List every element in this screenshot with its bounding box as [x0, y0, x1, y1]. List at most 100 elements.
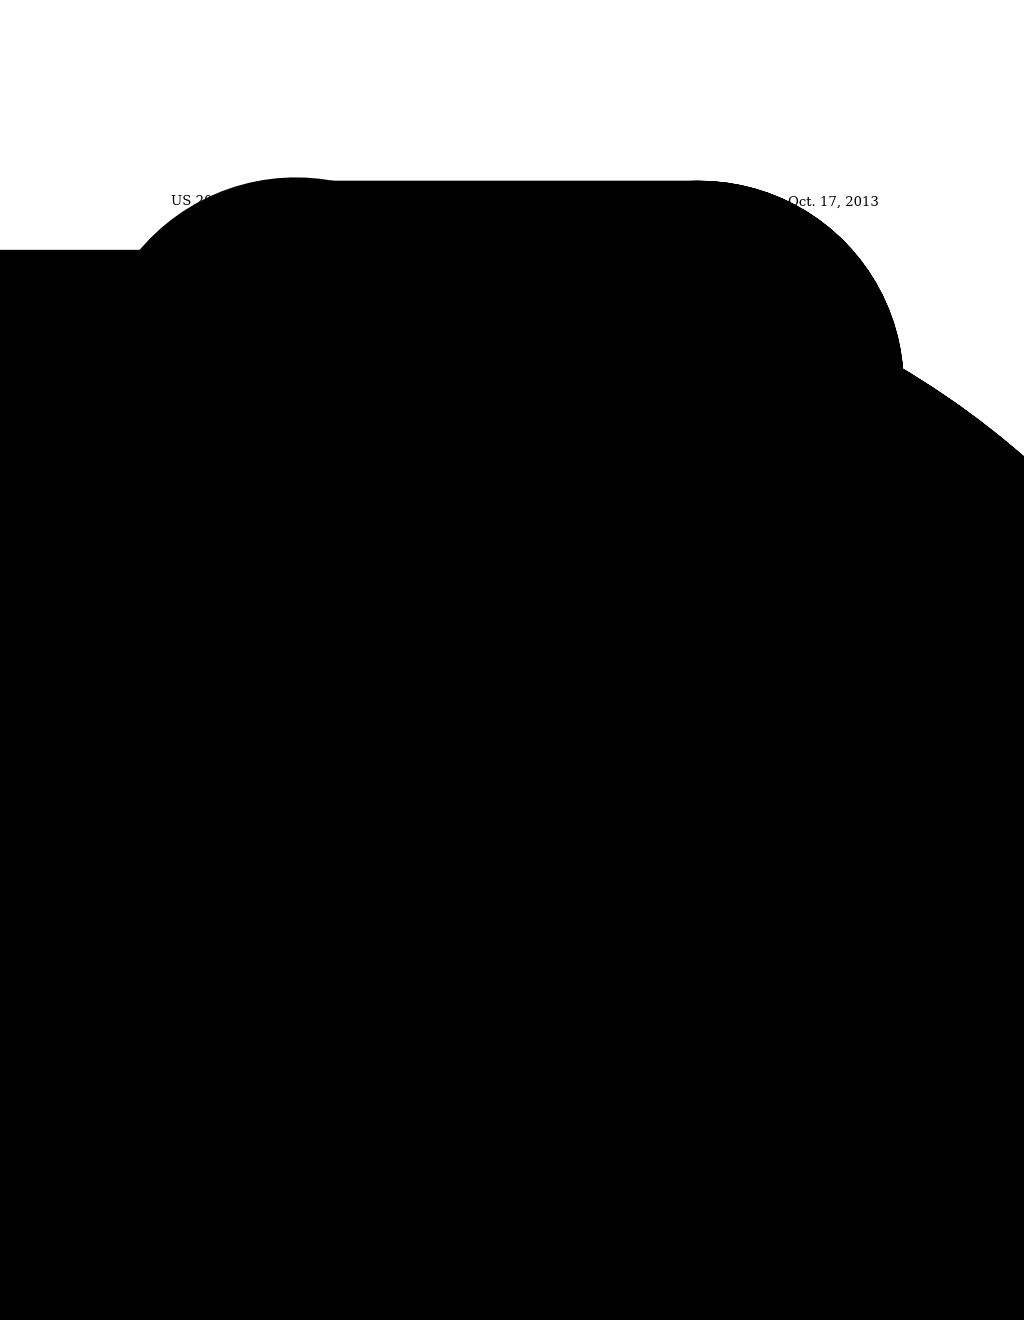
Text: O: O: [418, 515, 427, 524]
Text: O: O: [290, 1077, 298, 1086]
Text: rahydroisoquinolin-4-yl)benzenesulfonamide): rahydroisoquinolin-4-yl)benzenesulfonami…: [174, 838, 436, 849]
Text: O: O: [659, 733, 668, 742]
Text: N: N: [669, 767, 678, 776]
Text: H: H: [586, 539, 595, 548]
Text: yl)benzenesulfonamide): yl)benzenesulfonamide): [648, 900, 785, 911]
Text: rahydroisoquinolin-4-yl)benzenesulfonamide    (Compound: rahydroisoquinolin-4-yl)benzenesulfonami…: [171, 895, 510, 906]
Text: 4H), 3.11 (s, 6H), 3.07 (t, 4H). MS (m/z): 1253.04 [M+H]⁺.: 4H), 3.11 (s, 6H), 3.07 (t, 4H). MS (m/z…: [521, 838, 861, 847]
Text: Cl: Cl: [558, 1078, 569, 1088]
Text: O: O: [315, 462, 325, 471]
Text: CH₃: CH₃: [185, 391, 205, 399]
Text: H: H: [328, 511, 336, 520]
Text: H: H: [506, 515, 514, 523]
Text: [0885]: [0885]: [171, 285, 217, 298]
Text: O: O: [352, 478, 360, 487]
Text: 82, 76.7 mg, 0.099 mmol). Purification by preparative HPLC: 82, 76.7 mg, 0.099 mmol). Purification b…: [171, 906, 520, 916]
Text: (m, 2H), 3.81-3.77 (m, 2H), 3.61-3.59 (m, 9H), 3.58-3.54 (m,: (m, 2H), 3.81-3.77 (m, 2H), 3.61-3.59 (m…: [521, 817, 870, 828]
Text: O: O: [306, 487, 314, 496]
Text: O: O: [385, 478, 393, 487]
Text: N: N: [578, 539, 587, 548]
Text: Cl: Cl: [569, 1090, 582, 1100]
Text: O: O: [656, 1088, 666, 1097]
Text: N: N: [549, 539, 558, 548]
Text: ethoxy)ethoxy)ethyl)-4-(6,8-dichloro-2-methyl-1,2,3,4-tet-: ethoxy)ethoxy)ethyl)-4-(6,8-dichloro-2-m…: [171, 886, 501, 896]
Text: Compound 249, N,N’-(1,1’-(1,4-phenylenebis: Compound 249, N,N’-(1,1’-(1,4-phenyleneb…: [174, 808, 432, 818]
Text: S: S: [300, 1090, 309, 1104]
Text: N: N: [497, 515, 506, 523]
Text: US 2013/0274285 A1: US 2013/0274285 A1: [171, 195, 314, 209]
Text: C: C: [636, 1088, 644, 1097]
Text: N: N: [755, 669, 764, 678]
Text: O: O: [311, 1077, 319, 1086]
Text: N: N: [467, 515, 476, 523]
Text: dure outlined in Example 208 using 1,4-diisocyanatobenzene: dure outlined in Example 208 using 1,4-d…: [171, 866, 523, 875]
Text: [0886]: [0886]: [171, 855, 217, 869]
Text: O: O: [670, 759, 678, 768]
Text: N: N: [193, 383, 202, 392]
Text: Cl: Cl: [585, 1102, 596, 1110]
Text: H: H: [328, 474, 336, 483]
Text: N: N: [682, 341, 691, 350]
Text: H: H: [476, 515, 484, 523]
Text: O: O: [628, 1092, 637, 1101]
Text: Cl: Cl: [633, 1078, 645, 1088]
Text: O: O: [315, 499, 325, 508]
Text: NH₂: NH₂: [469, 479, 492, 487]
Text: Cl: Cl: [200, 327, 211, 337]
Text: H: H: [557, 539, 566, 548]
Text: Compound 249 was prepared following the proce-: Compound 249 was prepared following the …: [202, 855, 492, 865]
Text: N: N: [213, 554, 222, 564]
Text: O: O: [406, 1082, 415, 1092]
Text: Cl: Cl: [259, 630, 270, 639]
Text: (7.95  mg,  0.0495  mmol)  and  N-(2-(2-(2-(2-aminoethoxy): (7.95 mg, 0.0495 mmol) and N-(2-(2-(2-(2…: [171, 875, 512, 886]
Text: CH₃: CH₃: [763, 677, 782, 686]
Text: Oct. 17, 2013: Oct. 17, 2013: [788, 195, 879, 209]
Text: O: O: [341, 1082, 349, 1092]
Text: Cl: Cl: [200, 630, 211, 639]
Text: N: N: [318, 511, 328, 520]
Text: 230: 230: [510, 211, 540, 224]
Text: Cl: Cl: [582, 1078, 593, 1088]
Text: C: C: [486, 515, 494, 523]
Text: O: O: [538, 771, 546, 780]
Text: Cl: Cl: [682, 1088, 693, 1097]
Text: Cl: Cl: [667, 1102, 678, 1110]
Text: O: O: [588, 1092, 596, 1101]
Text: O: O: [373, 1082, 382, 1092]
Text: S: S: [669, 747, 678, 760]
Text: O: O: [595, 372, 604, 380]
Text: CH₃: CH₃: [521, 771, 542, 780]
Text: CH₃: CH₃: [204, 562, 224, 572]
Text: Example 249: Example 249: [483, 234, 566, 247]
Text: O: O: [296, 462, 304, 471]
Text: O: O: [306, 524, 314, 533]
Text: yl)benzenesulfonamide): yl)benzenesulfonamide): [454, 272, 596, 285]
Text: Cl: Cl: [676, 1078, 687, 1088]
Text: N: N: [317, 1089, 327, 1098]
Text: Cl: Cl: [257, 327, 268, 337]
Text: Cl: Cl: [182, 972, 194, 981]
Text: O: O: [296, 499, 304, 508]
Text: H: H: [676, 767, 685, 776]
Text: (azanediyl))bis(1-oxo-5,8,11-trioxa-2-azatridecane-: (azanediyl))bis(1-oxo-5,8,11-trioxa-2-az…: [174, 817, 467, 828]
Text: S: S: [305, 512, 314, 525]
Text: H: H: [326, 1089, 334, 1098]
Text: 13,1-diyl))bis(4-(6,8-dichloro-2-methyl-1,2,3,4-tet-: 13,1-diyl))bis(4-(6,8-dichloro-2-methyl-…: [174, 828, 462, 838]
Text: 8,11-trioxa-2-azatridecane-13,1-diyl))bis(4-(6,8-: 8,11-trioxa-2-azatridecane-13,1-diyl))bi…: [384, 253, 666, 267]
Text: O: O: [566, 548, 574, 556]
Text: O: O: [418, 478, 427, 487]
Text: O: O: [300, 1104, 309, 1113]
Text: C: C: [606, 1092, 614, 1101]
Text: CH₃: CH₃: [165, 1035, 185, 1044]
Text: 4H), 7.16 (s, 4H), 6.79 (s, 2H), 4.88-4.83 (m, 4H), 4.65-4.50: 4H), 7.16 (s, 4H), 6.79 (s, 2H), 4.88-4.…: [521, 808, 866, 818]
Text: O: O: [612, 770, 621, 779]
Text: O: O: [486, 527, 495, 536]
Text: dichloro-2-methyl-1,2,3,4-tetrahydroisoquinolin-4-: dichloro-2-methyl-1,2,3,4-tetrahydroisoq…: [572, 891, 862, 900]
Text: O: O: [615, 1088, 624, 1097]
Text: Cl: Cl: [658, 1078, 670, 1088]
Text: O: O: [679, 733, 688, 742]
Text: N: N: [318, 474, 328, 483]
Text: S: S: [305, 475, 314, 488]
Text: Cl: Cl: [703, 618, 715, 626]
Text: NH₂: NH₂: [467, 480, 489, 490]
